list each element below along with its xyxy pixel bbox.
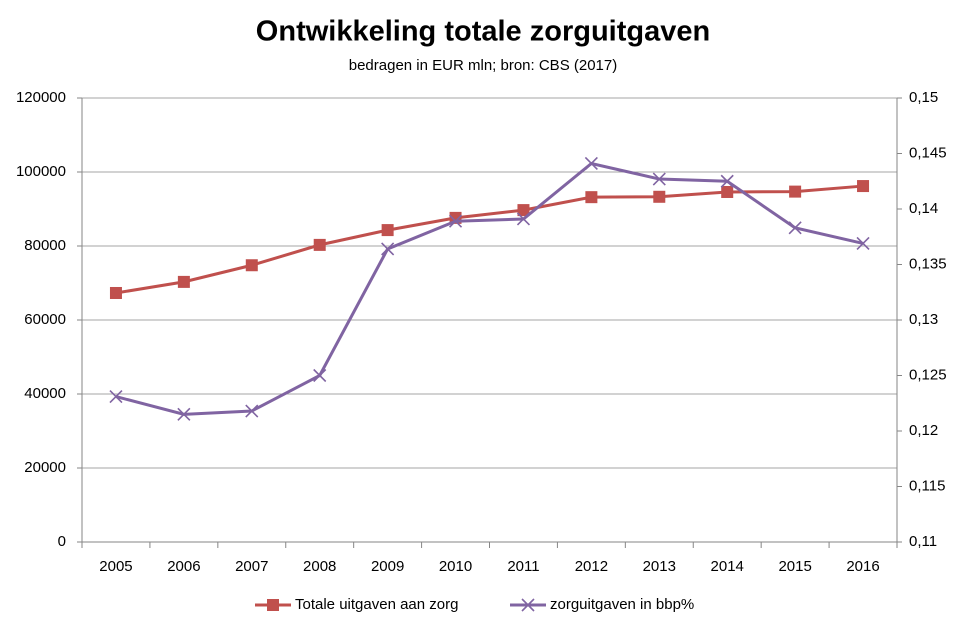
marker [313, 368, 327, 383]
marker [585, 191, 598, 204]
marker [653, 190, 666, 203]
y2-tick-label: 0,145 [909, 144, 947, 161]
marker [245, 259, 258, 272]
y-tick-label: 80000 [24, 237, 66, 254]
y2-tick-label: 0,15 [909, 89, 938, 106]
marker [313, 238, 326, 251]
x-tick-label: 2015 [778, 558, 811, 575]
marker [177, 275, 190, 288]
legend-marker [267, 599, 279, 611]
marker [652, 172, 666, 186]
marker [788, 221, 802, 235]
x-tick-label: 2005 [99, 558, 132, 575]
y2-tick-label: 0,14 [909, 200, 938, 217]
y-tick-label: 0 [58, 533, 66, 550]
chart-subtitle: bedragen in EUR mln; bron: CBS (2017) [349, 57, 617, 74]
x-tick-label: 2013 [643, 558, 676, 575]
marker [109, 286, 122, 299]
marker [516, 212, 531, 226]
y-tick-label: 60000 [24, 311, 66, 328]
x-tick-label: 2006 [167, 558, 200, 575]
y-tick-label: 40000 [24, 385, 66, 402]
marker [245, 404, 259, 418]
legend-label: zorguitgaven in bbp% [550, 596, 694, 613]
x-tick-label: 2008 [303, 558, 336, 575]
x-tick-label: 2016 [846, 558, 879, 575]
marker [857, 180, 870, 193]
legend-marker [521, 598, 535, 612]
series-line [115, 161, 864, 416]
marker [789, 185, 802, 198]
y-tick-label: 20000 [24, 459, 66, 476]
y2-tick-label: 0,115 [909, 477, 945, 494]
x-tick-label: 2014 [711, 558, 744, 575]
marker [720, 174, 734, 188]
y2-tick-label: 0,125 [909, 366, 947, 383]
marker [381, 242, 395, 256]
x-tick-label: 2010 [439, 558, 472, 575]
marker [109, 390, 123, 404]
marker [381, 224, 394, 237]
marker [448, 214, 463, 228]
chart-title: Ontwikkeling totale zorguitgaven [256, 16, 710, 48]
legend-label: Totale uitgaven aan zorg [295, 596, 458, 613]
y2-tick-label: 0,135 [909, 255, 947, 272]
x-tick-label: 2012 [575, 558, 608, 575]
marker [517, 204, 530, 217]
marker [584, 156, 598, 171]
y2-tick-label: 0,13 [909, 311, 938, 328]
x-tick-label: 2007 [235, 558, 268, 575]
series-line [115, 184, 864, 295]
y2-tick-label: 0,11 [909, 533, 937, 550]
marker [856, 236, 870, 250]
x-tick-label: 2011 [507, 558, 539, 575]
y-tick-label: 120000 [16, 89, 66, 106]
y-tick-label: 100000 [16, 163, 66, 180]
y2-tick-label: 0,12 [909, 422, 938, 439]
marker [177, 407, 191, 421]
marker [721, 185, 734, 198]
x-tick-label: 2009 [371, 558, 404, 575]
